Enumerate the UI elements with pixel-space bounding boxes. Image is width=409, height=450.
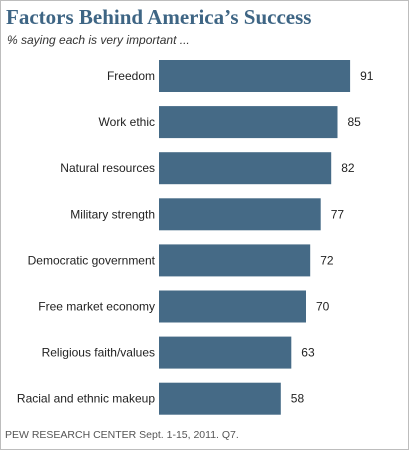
category-label-democratic-government: Democratic government [28,253,156,267]
value-label-natural-resources: 82 [341,161,355,175]
chart-subtitle: % saying each is very important ... [7,33,190,47]
category-label-racial-and-ethnic-makeup: Racial and ethnic makeup [17,392,155,406]
bar-free-market-economy [159,290,306,323]
category-label-military-strength: Military strength [70,207,155,221]
bar-racial-and-ethnic-makeup [159,382,281,415]
value-label-racial-and-ethnic-makeup: 58 [291,392,305,406]
category-label-freedom: Freedom [107,69,155,83]
bar-work-ethic [159,106,338,139]
chart-title: Factors Behind America’s Success [6,5,312,29]
bar-freedom [159,60,351,92]
category-label-religious-faith-values: Religious faith/values [42,346,155,360]
bar-military-strength [159,198,321,231]
value-label-military-strength: 77 [331,207,345,221]
category-label-work-ethic: Work ethic [99,115,155,129]
bar-democratic-government [159,244,311,277]
value-label-democratic-government: 72 [320,253,334,267]
bar-religious-faith-values [159,336,292,369]
source-note: PEW RESEARCH CENTER Sept. 1-15, 2011. Q7… [5,429,239,441]
value-label-religious-faith-values: 63 [301,346,315,360]
value-label-work-ethic: 85 [348,115,362,129]
value-label-free-market-economy: 70 [316,300,330,314]
category-label-free-market-economy: Free market economy [38,300,155,314]
bar-natural-resources [159,152,332,185]
category-label-natural-resources: Natural resources [60,161,155,175]
value-label-freedom: 91 [360,69,374,83]
